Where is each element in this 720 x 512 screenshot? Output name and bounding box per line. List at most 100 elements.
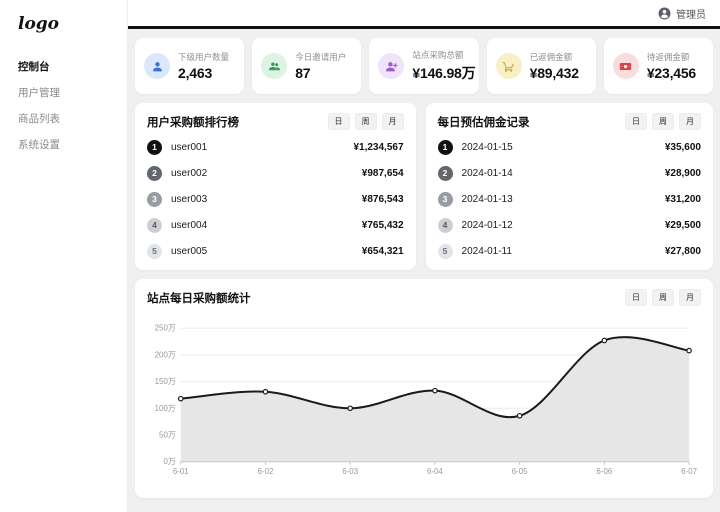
- stat-label: 站点采购总额: [412, 50, 464, 60]
- sidebar-nav: 控制台 用户管理 商品列表 系统设置: [0, 54, 127, 158]
- svg-text:0万: 0万: [163, 457, 175, 466]
- sidebar-item[interactable]: 系统设置: [18, 139, 60, 151]
- svg-text:200万: 200万: [155, 350, 176, 359]
- user-avatar-icon: [658, 7, 671, 20]
- rank-badge: 5: [147, 243, 162, 259]
- period-tab[interactable]: 日: [625, 113, 647, 130]
- row-value: ¥28,900: [664, 167, 701, 179]
- stat-value: 87: [295, 65, 311, 81]
- period-tab[interactable]: 月: [679, 289, 701, 306]
- svg-text:150万: 150万: [155, 377, 176, 386]
- svg-text:6-07: 6-07: [681, 467, 697, 476]
- row-value: ¥31,200: [664, 193, 701, 205]
- stat-card: 已返佣金额 ¥89,432: [486, 38, 596, 94]
- commission-row: 4 2024-01-12 ¥29,500: [437, 212, 701, 238]
- stat-card: 今日邀请用户 87: [252, 38, 362, 94]
- svg-text:6-04: 6-04: [427, 467, 443, 476]
- ranking-row: 5 user005 ¥654,321: [147, 238, 404, 264]
- row-name: user005: [171, 245, 208, 257]
- banknote-icon: [612, 53, 639, 79]
- rank-badge: 3: [437, 191, 453, 207]
- svg-text:250万: 250万: [155, 324, 176, 333]
- row-value: ¥29,500: [664, 219, 701, 231]
- row-value: ¥654,321: [361, 245, 404, 257]
- row-name: user001: [171, 141, 208, 153]
- row-value: ¥1,234,567: [353, 141, 404, 153]
- row-name: user004: [171, 219, 208, 231]
- row-name: 2024-01-11: [461, 245, 512, 257]
- top-header: 管理员: [128, 0, 720, 29]
- period-tab[interactable]: 月: [679, 113, 701, 130]
- row-value: ¥876,543: [361, 193, 404, 205]
- logo: logo: [18, 14, 60, 34]
- commission-row: 3 2024-01-13 ¥31,200: [437, 186, 701, 212]
- stat-label: 待返佣金额: [646, 52, 690, 62]
- sidebar-item[interactable]: 商品列表: [18, 113, 60, 125]
- purchase-chart: 0万 50万 100万 150万 200万 250万 6-01 6-02 6-03 6-04 6-0…: [155, 324, 698, 476]
- ranking-row: 1 user001 ¥1,234,567: [147, 134, 404, 160]
- sidebar-item[interactable]: 控制台: [18, 61, 50, 73]
- ranking-panel: 用户采购额排行榜 日 周 月 1: [135, 103, 416, 270]
- period-tab[interactable]: 月: [381, 113, 404, 130]
- period-tab[interactable]: 日: [625, 289, 647, 306]
- row-name: user002: [171, 167, 208, 179]
- stat-label: 已返佣金额: [529, 52, 573, 62]
- rank-badge: 5: [437, 243, 453, 259]
- svg-text:6-01: 6-01: [173, 467, 189, 476]
- sidebar-item[interactable]: 用户管理: [18, 87, 60, 99]
- stat-value: ¥23,456: [646, 65, 697, 81]
- commission-panel: 每日预估佣金记录 日 周 月 1: [425, 103, 713, 270]
- dashboard-content: 下级用户数量 2,463 今日邀请用户 87 站点采购总额: [128, 29, 720, 512]
- ranking-panel-title: 用户采购额排行榜: [147, 116, 239, 129]
- commission-row: 2 2024-01-14 ¥28,900: [437, 160, 701, 186]
- chart-panel-title: 站点每日采购额统计: [147, 292, 251, 305]
- commission-panel-title: 每日预估佣金记录: [437, 116, 530, 129]
- users-icon: [261, 53, 288, 79]
- commission-period-tabs: 日 周 月: [625, 113, 701, 130]
- rank-badge: 2: [437, 165, 453, 181]
- stat-value: ¥89,432: [529, 65, 579, 81]
- ranking-period-tabs: 日 周 月: [327, 113, 404, 130]
- rank-badge: 1: [147, 139, 162, 155]
- admin-badge[interactable]: 管理员: [658, 6, 706, 21]
- ranking-row: 2 user002 ¥987,654: [147, 160, 404, 186]
- stat-card: 站点采购总额 ¥146.98万: [369, 38, 479, 94]
- ranking-row: 3 user003 ¥876,543: [147, 186, 404, 212]
- row-name: 2024-01-15: [461, 141, 513, 153]
- stat-value: ¥146.98万: [412, 65, 476, 81]
- stat-label: 今日邀请用户: [295, 52, 347, 62]
- stats-row: 下级用户数量 2,463 今日邀请用户 87 站点采购总额: [135, 38, 714, 94]
- row-value: ¥35,600: [664, 141, 701, 153]
- rank-badge: 1: [437, 139, 453, 155]
- svg-text:6-06: 6-06: [596, 467, 612, 476]
- period-tab[interactable]: 周: [652, 289, 674, 306]
- user-plus-icon: [378, 53, 405, 79]
- ranking-list: 1 user001 ¥1,234,567 2 user002 ¥987,654 …: [147, 134, 404, 264]
- sidebar: logo 控制台 用户管理 商品列表 系统设置: [0, 0, 128, 512]
- ranking-row: 4 user004 ¥765,432: [147, 212, 404, 238]
- rank-badge: 3: [147, 191, 162, 207]
- row-value: ¥27,800: [664, 245, 701, 257]
- admin-label: 管理员: [676, 9, 706, 21]
- rank-badge: 4: [437, 217, 453, 233]
- user-icon: [144, 53, 170, 79]
- commission-row: 1 2024-01-15 ¥35,600: [437, 134, 701, 160]
- stat-card: 待返佣金额 ¥23,456: [603, 38, 714, 94]
- stat-label: 下级用户数量: [178, 52, 230, 62]
- period-tab[interactable]: 日: [327, 113, 350, 130]
- commission-row: 5 2024-01-11 ¥27,800: [437, 238, 701, 264]
- rank-badge: 2: [147, 165, 162, 181]
- svg-text:6-03: 6-03: [342, 467, 358, 476]
- rank-badge: 4: [147, 217, 162, 233]
- row-name: 2024-01-12: [461, 219, 513, 231]
- row-value: ¥987,654: [361, 167, 404, 179]
- period-tab[interactable]: 周: [652, 113, 674, 130]
- panels-row: 用户采购额排行榜 日 周 月 1: [135, 103, 713, 270]
- period-tab[interactable]: 周: [354, 113, 377, 130]
- svg-text:50万: 50万: [159, 430, 176, 439]
- row-name: 2024-01-13: [461, 193, 513, 205]
- svg-text:100万: 100万: [155, 404, 176, 413]
- row-value: ¥765,432: [361, 219, 404, 231]
- main-area: 管理员 下级用户数量 2,463 今日邀请用户 87: [128, 0, 720, 512]
- stat-value: 2,463: [178, 65, 213, 81]
